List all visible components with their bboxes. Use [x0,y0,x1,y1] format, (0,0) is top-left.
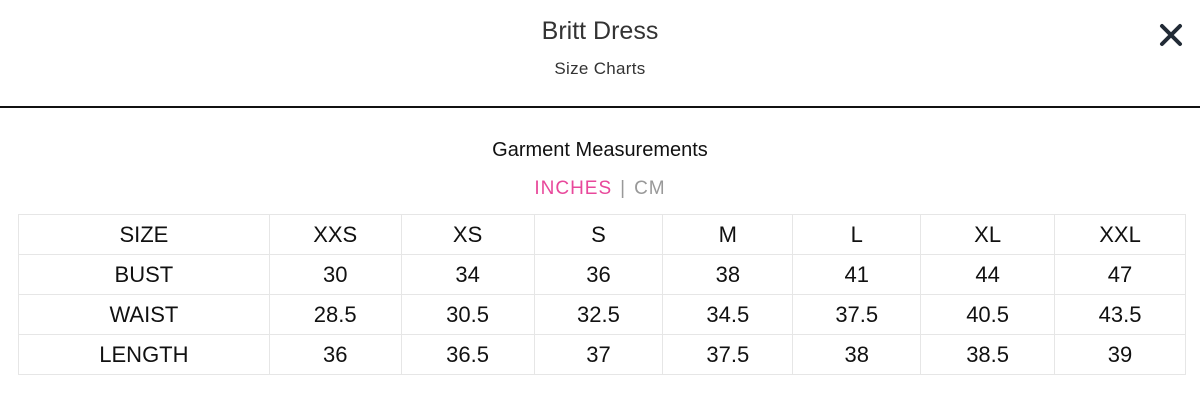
table-cell: 28.5 [268,294,402,335]
close-icon [1160,24,1182,46]
table-cell: 38 [792,334,922,375]
modal-subtitle: Size Charts [554,59,646,78]
row-label: BUST [18,254,270,295]
table-cell: 43.5 [1054,294,1186,335]
table-cell: 38 [662,254,794,295]
header-row: SIZE XXS XS S M L XL XXL [18,214,1186,255]
table-cell: 32.5 [533,294,664,335]
table-row: WAIST 28.5 30.5 32.5 34.5 37.5 40.5 43.5 [18,294,1186,335]
unit-inches-tab[interactable]: INCHES [534,178,613,199]
row-label: SIZE [18,214,270,255]
table-cell: 30.5 [400,294,535,335]
table-cell: 41 [792,254,922,295]
table-cell: 37.5 [792,294,922,335]
table-cell: 39 [1054,334,1186,375]
table-cell: XXS [268,214,402,255]
table-cell: 34.5 [662,294,794,335]
table-cell: 36 [533,254,664,295]
table-cell: XXL [1054,214,1186,255]
table-cell: M [662,214,794,255]
table-cell: 30 [268,254,402,295]
section-title: Garment Measurements [492,139,708,161]
table-cell: 37 [533,334,664,375]
table-cell: XS [400,214,535,255]
unit-separator: | [620,178,627,199]
table-cell: 34 [400,254,535,295]
row-label: LENGTH [18,334,270,375]
unit-cm-tab[interactable]: CM [634,178,666,199]
table-row: BUST 30 34 36 38 41 44 47 [18,254,1186,295]
unit-toggle: INCHES | CM [0,178,1200,200]
row-label: WAIST [18,294,270,335]
table-cell: 36.5 [400,334,535,375]
table-cell: 37.5 [662,334,794,375]
product-title: Britt Dress [541,17,659,45]
table-cell: S [533,214,664,255]
table-row: LENGTH 36 36.5 37 37.5 38 38.5 39 [18,334,1186,375]
size-chart-table: SIZE XXS XS S M L XL XXL BUST 30 34 36 38 41 44 47 WAIST… [18,214,1186,375]
table-cell: 36 [268,334,402,375]
table-cell: 38.5 [920,334,1056,375]
table-cell: XL [920,214,1056,255]
table-cell: 40.5 [920,294,1056,335]
close-button[interactable] [1156,20,1186,50]
table-cell: 44 [920,254,1056,295]
table-cell: 47 [1054,254,1186,295]
table-cell: L [792,214,922,255]
header-divider [0,106,1200,108]
